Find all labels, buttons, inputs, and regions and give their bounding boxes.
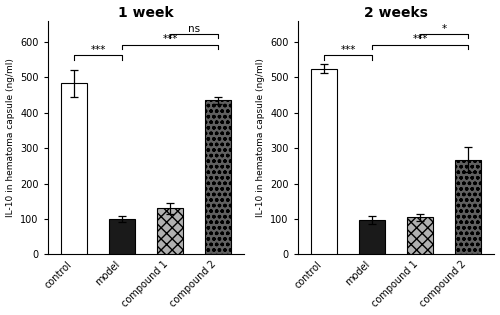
Text: ***: *** xyxy=(412,34,428,44)
Title: 2 weeks: 2 weeks xyxy=(364,6,428,20)
Y-axis label: IL-10 in hematoma capsule (ng/ml): IL-10 in hematoma capsule (ng/ml) xyxy=(6,58,15,217)
Bar xyxy=(61,83,87,255)
Text: *: * xyxy=(442,24,446,34)
Bar xyxy=(407,217,433,255)
Text: ***: *** xyxy=(340,45,355,55)
Bar xyxy=(359,220,385,255)
Text: ns: ns xyxy=(188,24,200,34)
Bar xyxy=(205,100,231,255)
Bar xyxy=(311,69,337,255)
Bar xyxy=(157,209,183,255)
Bar xyxy=(455,160,481,255)
Y-axis label: IL-10 in hematoma capsule (ng/ml): IL-10 in hematoma capsule (ng/ml) xyxy=(256,58,264,217)
Text: ***: *** xyxy=(162,34,178,44)
Text: ***: *** xyxy=(90,45,106,55)
Bar xyxy=(109,219,135,255)
Title: 1 week: 1 week xyxy=(118,6,174,20)
